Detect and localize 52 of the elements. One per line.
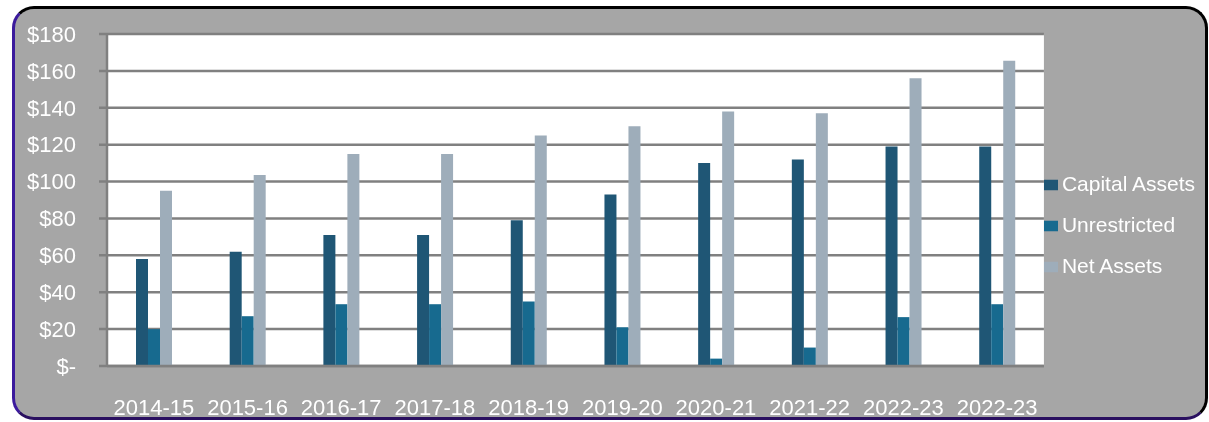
legend-label: Unrestricted	[1061, 212, 1176, 236]
bar	[616, 327, 629, 366]
bar	[229, 251, 242, 366]
bar	[510, 220, 523, 366]
y-tick-label: $160	[27, 58, 76, 84]
bar	[534, 135, 547, 366]
bar	[604, 194, 617, 366]
legend-label: Capital Assets	[1061, 171, 1195, 195]
y-tick-label: $60	[39, 243, 76, 269]
x-tick-label: 2021-22	[769, 394, 851, 420]
legend-label: Net Assets	[1061, 253, 1163, 277]
bar	[323, 235, 336, 366]
y-tick-label: $20	[39, 316, 76, 342]
y-tick-label: $120	[27, 132, 76, 158]
y-tick-label: $-	[56, 353, 76, 379]
bar	[791, 159, 804, 366]
bar	[909, 78, 922, 366]
bar	[897, 317, 910, 366]
x-tick-label: 2022-23	[863, 394, 944, 420]
bar	[1003, 60, 1016, 366]
bar	[253, 175, 266, 366]
bar	[441, 153, 454, 366]
bar	[522, 301, 535, 366]
bar	[347, 153, 360, 366]
x-tick-label: 2014-15	[113, 394, 195, 420]
bar	[160, 190, 172, 366]
x-tick-label: 2020-21	[675, 394, 757, 420]
bar	[815, 113, 828, 366]
bar	[241, 316, 254, 366]
y-tick-label: $40	[39, 280, 76, 306]
y-tick-label: $140	[27, 95, 76, 121]
bar	[698, 163, 711, 366]
x-tick-label: 2019-20	[581, 394, 663, 420]
bar	[722, 111, 735, 366]
bar	[803, 347, 816, 366]
x-tick-label: 2015-16	[207, 394, 288, 420]
bar	[136, 259, 148, 366]
bar	[335, 304, 348, 366]
bar	[148, 329, 160, 366]
x-tick-label: 2017-18	[394, 394, 476, 420]
y-tick-label: $180	[27, 21, 76, 47]
x-tick-label: 2022-23	[956, 394, 1038, 420]
y-tick-label: $80	[39, 206, 76, 232]
bar	[991, 304, 1004, 366]
bar	[429, 304, 442, 366]
bar	[885, 146, 898, 366]
x-tick-label: 2016-17	[300, 394, 382, 420]
bar	[979, 146, 992, 366]
bar	[628, 126, 641, 366]
y-tick-label: $100	[27, 169, 76, 195]
bar	[417, 235, 430, 366]
x-tick-label: 2018-19	[488, 394, 569, 420]
